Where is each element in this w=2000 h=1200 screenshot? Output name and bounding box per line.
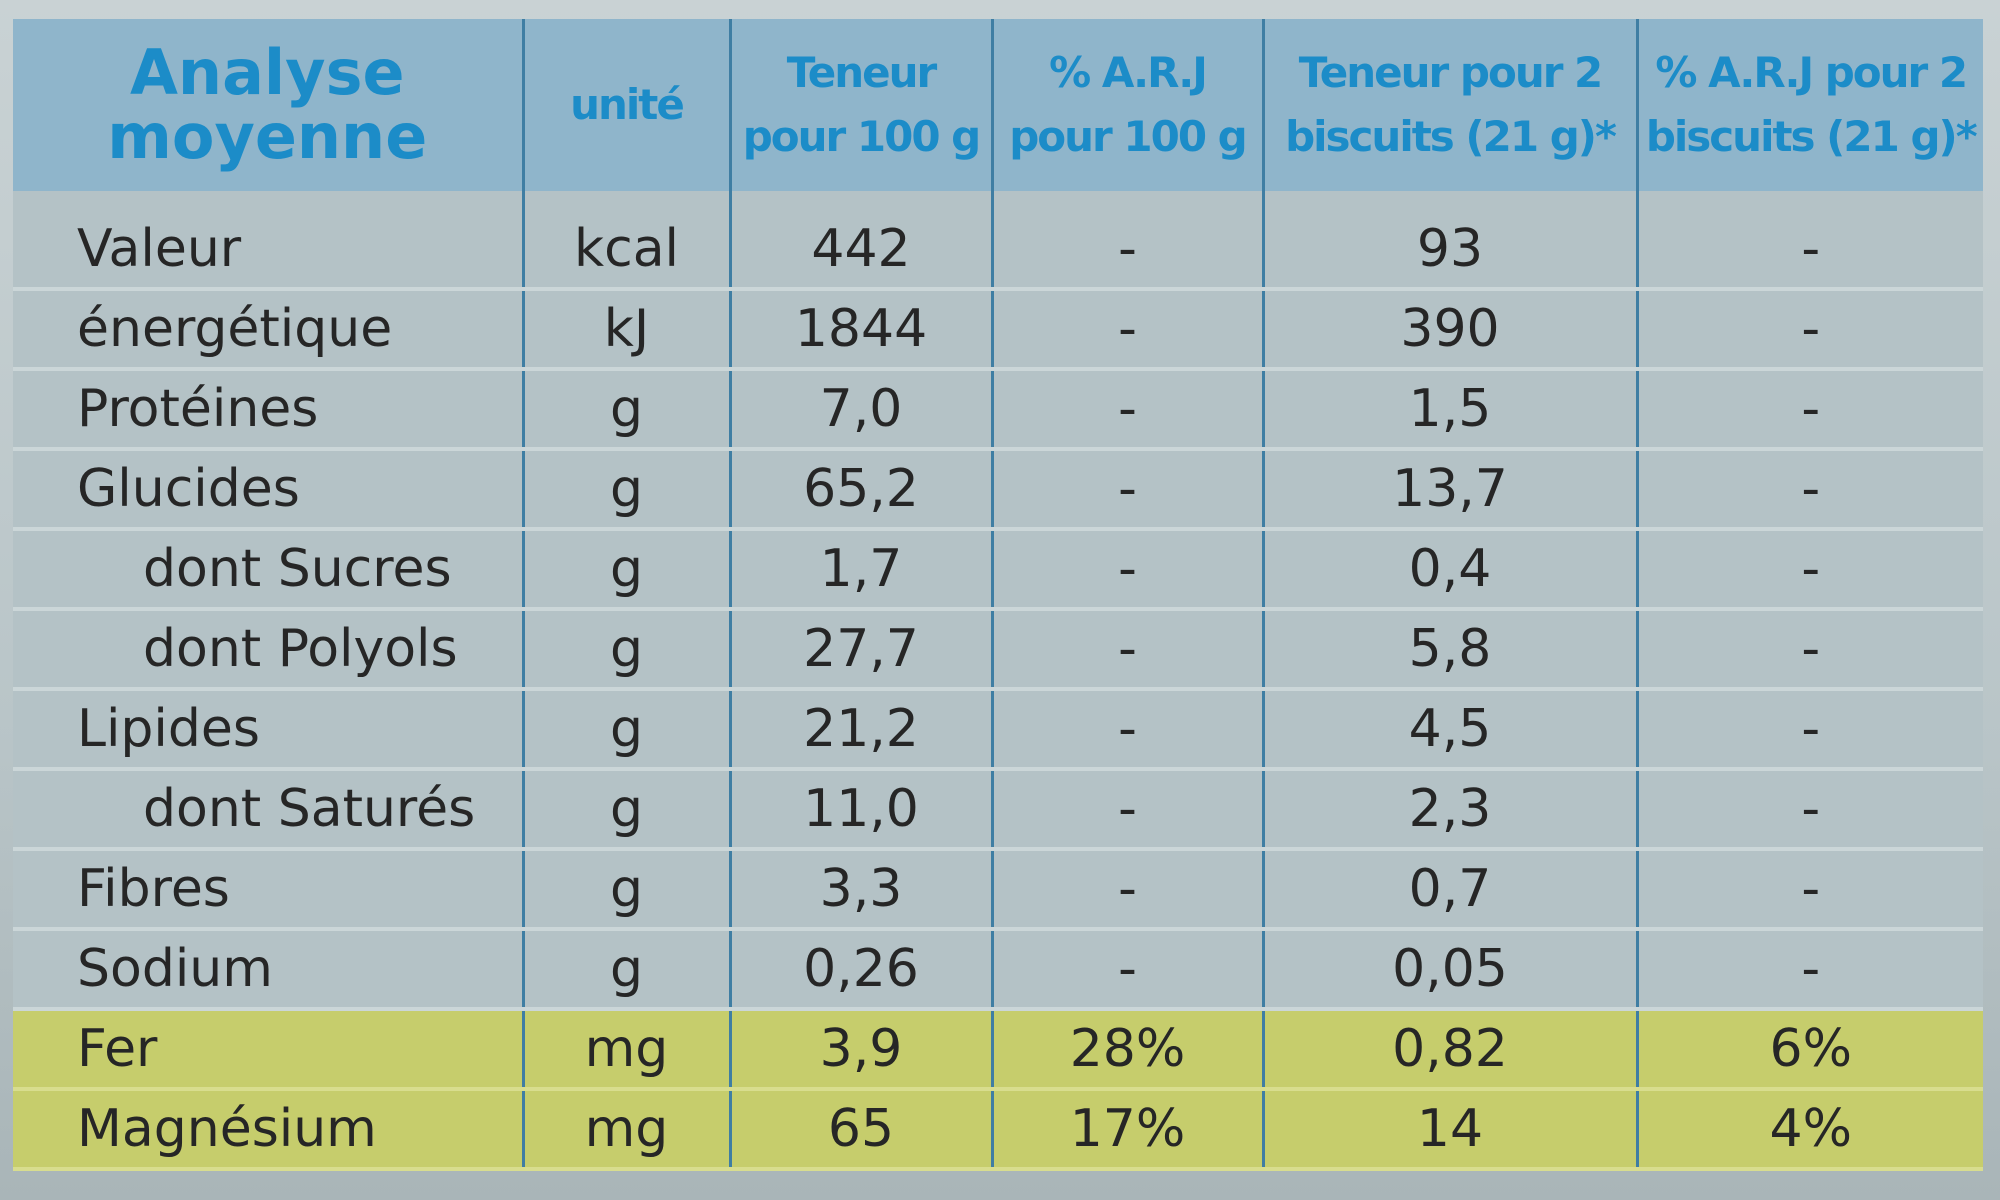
value-cell: 1844 [730, 289, 994, 371]
value-cell: 3,9 [730, 1009, 994, 1091]
value-cell: - [992, 609, 1265, 691]
value-cell: - [1637, 769, 1983, 851]
value-cell: 0,82 [1263, 1009, 1639, 1091]
value-cell: - [992, 689, 1265, 771]
table-row: Protéines g 7,0-1,5- [13, 369, 1983, 451]
value-cell: 13,7 [1263, 449, 1639, 531]
value-cell: 3,3 [730, 849, 994, 931]
value-cell: 6% [1637, 1009, 1983, 1091]
column-header: % A.R.J pour 100 g [992, 19, 1265, 191]
value-cell: 21,2 [730, 689, 994, 771]
value-cell: 4,5 [1263, 689, 1639, 771]
value-cell: - [992, 529, 1265, 611]
column-header: Teneur pour 100 g [730, 19, 994, 191]
value-cell: - [992, 369, 1265, 451]
table-row: énergétique kJ 1844-390- [13, 289, 1983, 371]
value-cell: - [992, 449, 1265, 531]
value-cell: - [992, 769, 1265, 851]
unit-cell: mg [523, 1009, 732, 1091]
column-header: unité [523, 19, 732, 191]
value-cell: - [1637, 609, 1983, 691]
value-cell: 7,0 [730, 369, 994, 451]
table-row: dont Sucres g 1,7-0,4- [13, 529, 1983, 611]
column-header: Analyse moyenne [13, 19, 525, 191]
row-label: Valeur [13, 191, 525, 291]
row-label: Glucides [13, 449, 525, 531]
unit-cell: mg [523, 1089, 732, 1171]
value-cell: 93 [1263, 191, 1639, 291]
unit-cell: g [523, 769, 732, 851]
value-cell: - [1637, 929, 1983, 1011]
row-label: dont Polyols [13, 609, 525, 691]
value-cell: 65 [730, 1089, 994, 1171]
row-label: dont Saturés [13, 769, 525, 851]
value-cell: - [992, 849, 1265, 931]
table-row: Glucides g 65,2-13,7- [13, 449, 1983, 531]
nutrition-table: Analyse moyenne unité Teneur pour 100 g% A… [13, 19, 1983, 1171]
unit-cell: g [523, 929, 732, 1011]
row-label: Fer [13, 1009, 525, 1091]
unit-cell: g [523, 689, 732, 771]
value-cell: - [1637, 689, 1983, 771]
value-cell: - [1637, 369, 1983, 451]
value-cell: 4% [1637, 1089, 1983, 1171]
column-header: % A.R.J pour 2 biscuits (21 g)* [1637, 19, 1983, 191]
row-label: Magnésium [13, 1089, 525, 1171]
table-row: Valeur kcal 442-93- [13, 191, 1983, 291]
table-row: Lipides g 21,2-4,5- [13, 689, 1983, 771]
value-cell: - [992, 191, 1265, 291]
value-cell: 0,05 [1263, 929, 1639, 1011]
table-row: Sodium g 0,26-0,05- [13, 929, 1983, 1011]
row-label: Sodium [13, 929, 525, 1011]
value-cell: 390 [1263, 289, 1639, 371]
value-cell: 0,26 [730, 929, 994, 1011]
value-cell: 14 [1263, 1089, 1639, 1171]
unit-cell: g [523, 609, 732, 691]
value-cell: 0,7 [1263, 849, 1639, 931]
row-label: énergétique [13, 289, 525, 371]
header-row: Analyse moyenne unité Teneur pour 100 g% A… [13, 19, 1983, 191]
table-row: dont Saturés g 11,0-2,3- [13, 769, 1983, 851]
value-cell: - [1637, 849, 1983, 931]
value-cell: 1,7 [730, 529, 994, 611]
column-header: Teneur pour 2 biscuits (21 g)* [1263, 19, 1639, 191]
unit-cell: g [523, 369, 732, 451]
table-head: Analyse moyenne unité Teneur pour 100 g% A… [13, 19, 1983, 191]
value-cell: - [992, 289, 1265, 371]
unit-cell: kJ [523, 289, 732, 371]
value-cell: 5,8 [1263, 609, 1639, 691]
table-row: Magnésium mg 65 17% 14 4% [13, 1089, 1983, 1171]
value-cell: - [1637, 191, 1983, 291]
row-label: dont Sucres [13, 529, 525, 611]
unit-cell: g [523, 449, 732, 531]
table-row: Fer mg 3,9 28% 0,82 6% [13, 1009, 1983, 1091]
table-row: dont Polyols g 27,7-5,8- [13, 609, 1983, 691]
table-row: Fibres g 3,3-0,7- [13, 849, 1983, 931]
unit-cell: g [523, 529, 732, 611]
value-cell: - [1637, 289, 1983, 371]
table-body: Valeur kcal 442-93- énergétique kJ 1844-390- P… [13, 191, 1983, 1171]
value-cell: 1,5 [1263, 369, 1639, 451]
value-cell: 11,0 [730, 769, 994, 851]
value-cell: 0,4 [1263, 529, 1639, 611]
row-label: Lipides [13, 689, 525, 771]
value-cell: 17% [992, 1089, 1265, 1171]
row-label: Protéines [13, 369, 525, 451]
value-cell: 65,2 [730, 449, 994, 531]
value-cell: 2,3 [1263, 769, 1639, 851]
unit-cell: g [523, 849, 732, 931]
unit-cell: kcal [523, 191, 732, 291]
row-label: Fibres [13, 849, 525, 931]
value-cell: - [1637, 529, 1983, 611]
value-cell: 28% [992, 1009, 1265, 1091]
value-cell: 442 [730, 191, 994, 291]
value-cell: - [1637, 449, 1983, 531]
value-cell: 27,7 [730, 609, 994, 691]
value-cell: - [992, 929, 1265, 1011]
